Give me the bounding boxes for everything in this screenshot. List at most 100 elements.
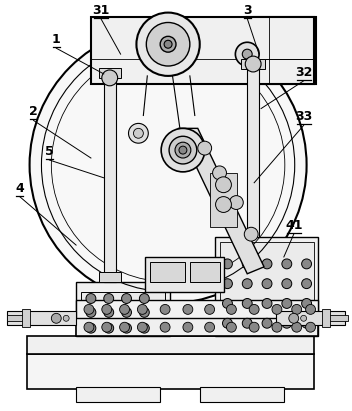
Bar <box>215 237 319 336</box>
Text: 2: 2 <box>29 106 38 118</box>
Circle shape <box>146 23 190 66</box>
Circle shape <box>282 259 292 269</box>
Circle shape <box>30 26 307 303</box>
Bar <box>328 315 348 321</box>
Circle shape <box>84 305 94 314</box>
Circle shape <box>226 305 236 314</box>
Circle shape <box>235 42 259 66</box>
Circle shape <box>215 177 231 193</box>
Text: 33: 33 <box>295 111 312 123</box>
Circle shape <box>104 307 114 317</box>
Circle shape <box>262 298 272 308</box>
Circle shape <box>102 322 112 332</box>
Circle shape <box>222 318 232 328</box>
Circle shape <box>51 313 61 323</box>
Circle shape <box>222 298 232 308</box>
Circle shape <box>222 279 232 289</box>
Circle shape <box>292 305 302 314</box>
Bar <box>241 59 265 69</box>
Circle shape <box>272 305 282 314</box>
Circle shape <box>121 307 132 317</box>
Circle shape <box>302 279 312 289</box>
Circle shape <box>242 318 252 328</box>
Circle shape <box>133 128 143 138</box>
Circle shape <box>282 298 292 308</box>
Circle shape <box>306 322 315 332</box>
Bar <box>91 16 314 84</box>
Text: 5: 5 <box>45 145 54 158</box>
Circle shape <box>104 323 114 333</box>
Circle shape <box>292 322 302 332</box>
Circle shape <box>282 279 292 289</box>
Text: 1: 1 <box>52 33 61 46</box>
Circle shape <box>137 322 147 332</box>
Circle shape <box>183 322 193 332</box>
Circle shape <box>198 141 212 155</box>
Circle shape <box>104 293 114 303</box>
Circle shape <box>137 13 200 76</box>
Circle shape <box>302 318 312 328</box>
Circle shape <box>262 279 272 289</box>
Bar <box>247 16 316 84</box>
Circle shape <box>121 293 132 303</box>
Circle shape <box>289 313 299 323</box>
Circle shape <box>262 318 272 328</box>
Circle shape <box>84 322 94 332</box>
Circle shape <box>86 293 96 303</box>
Bar <box>76 387 160 402</box>
Circle shape <box>205 305 215 314</box>
Circle shape <box>175 142 191 158</box>
Circle shape <box>139 307 149 317</box>
Bar <box>7 312 76 325</box>
Circle shape <box>226 322 236 332</box>
Circle shape <box>282 318 292 328</box>
Circle shape <box>183 305 193 314</box>
Circle shape <box>164 40 172 48</box>
Circle shape <box>242 279 252 289</box>
Bar <box>276 312 345 325</box>
Circle shape <box>121 323 132 333</box>
Circle shape <box>137 305 147 314</box>
Bar <box>76 282 170 336</box>
Bar <box>104 74 116 282</box>
Circle shape <box>169 136 197 164</box>
Bar <box>200 387 284 402</box>
Bar <box>322 309 330 327</box>
Circle shape <box>244 227 258 241</box>
Circle shape <box>86 323 96 333</box>
Text: 3: 3 <box>243 4 252 16</box>
Bar <box>76 318 319 336</box>
Bar <box>27 354 314 388</box>
Bar <box>190 262 220 282</box>
Circle shape <box>245 56 261 72</box>
Bar <box>76 300 319 318</box>
Circle shape <box>179 146 187 154</box>
Bar <box>220 242 314 331</box>
Polygon shape <box>178 128 264 274</box>
Circle shape <box>139 293 149 303</box>
Circle shape <box>301 315 307 321</box>
Circle shape <box>102 305 112 314</box>
Text: 4: 4 <box>15 182 24 195</box>
Circle shape <box>102 70 118 86</box>
Circle shape <box>86 307 96 317</box>
Circle shape <box>242 49 252 59</box>
Text: 41: 41 <box>285 219 302 232</box>
Circle shape <box>302 298 312 308</box>
Circle shape <box>242 298 252 308</box>
Circle shape <box>249 322 259 332</box>
Circle shape <box>160 322 170 332</box>
Circle shape <box>249 305 259 314</box>
Circle shape <box>213 166 226 180</box>
Circle shape <box>262 259 272 269</box>
Bar <box>145 257 225 291</box>
Bar <box>210 173 237 227</box>
Circle shape <box>306 305 315 314</box>
Circle shape <box>120 305 130 314</box>
Circle shape <box>230 196 243 210</box>
Bar <box>27 336 314 354</box>
Circle shape <box>302 259 312 269</box>
Bar <box>150 262 185 282</box>
Text: 31: 31 <box>92 4 109 16</box>
Bar <box>7 315 27 321</box>
